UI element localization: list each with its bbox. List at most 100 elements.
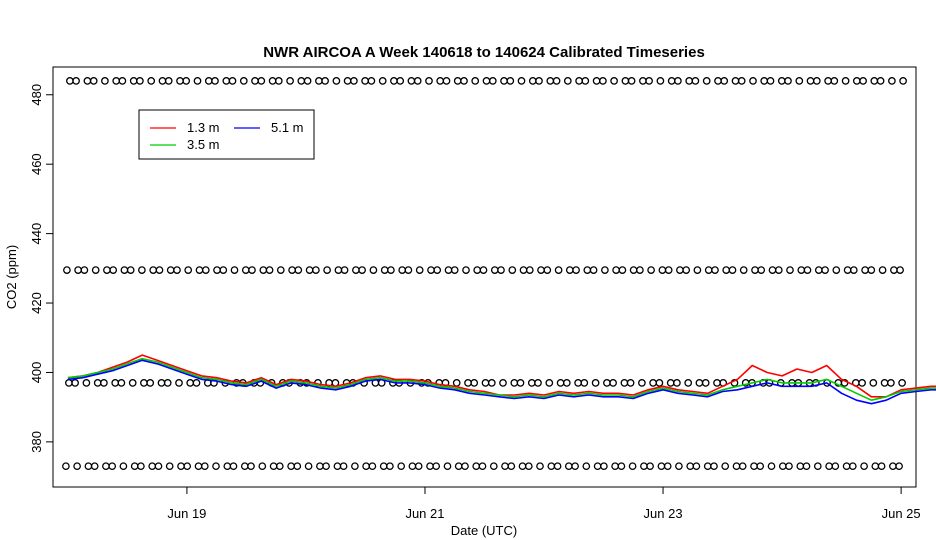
reference-point bbox=[888, 77, 896, 85]
reference-point bbox=[524, 462, 533, 471]
reference-point bbox=[82, 379, 91, 387]
reference-point bbox=[454, 462, 463, 471]
reference-point bbox=[350, 77, 358, 85]
reference-point bbox=[664, 266, 673, 274]
reference-point bbox=[786, 266, 794, 274]
y-tick-label: 400 bbox=[29, 362, 44, 384]
reference-point bbox=[213, 266, 221, 274]
reference-point bbox=[638, 379, 646, 387]
reference-point bbox=[649, 379, 657, 387]
x-axis-label: Date (UTC) bbox=[451, 523, 517, 538]
reference-point bbox=[229, 462, 238, 471]
reference-point bbox=[248, 266, 256, 274]
reference-point bbox=[832, 266, 841, 274]
reference-point bbox=[407, 77, 416, 85]
reference-point bbox=[841, 77, 850, 85]
reference-point bbox=[639, 77, 647, 85]
reference-point bbox=[111, 379, 120, 387]
reference-point bbox=[472, 462, 481, 471]
reference-point bbox=[574, 379, 582, 387]
reference-point bbox=[898, 379, 906, 387]
reference-point bbox=[192, 379, 201, 387]
reference-point bbox=[507, 462, 516, 471]
reference-point bbox=[200, 462, 209, 471]
reference-point bbox=[556, 379, 565, 387]
reference-point bbox=[821, 266, 829, 274]
reference-point bbox=[852, 77, 861, 85]
x-tick-label: Jun 19 bbox=[167, 506, 206, 521]
reference-point bbox=[547, 462, 556, 471]
reference-point bbox=[441, 379, 450, 387]
reference-point bbox=[589, 266, 598, 274]
reference-point bbox=[554, 266, 563, 274]
reference-point bbox=[536, 462, 544, 471]
reference-point bbox=[222, 77, 231, 85]
series-line-1-3-m bbox=[67, 354, 936, 398]
reference-point bbox=[537, 266, 545, 274]
reference-point bbox=[241, 266, 250, 274]
reference-point bbox=[130, 462, 139, 471]
reference-point bbox=[175, 379, 183, 387]
reference-point bbox=[118, 77, 127, 85]
reference-point bbox=[693, 266, 702, 274]
reference-point bbox=[645, 77, 653, 85]
reference-point bbox=[386, 462, 394, 471]
reference-point bbox=[183, 462, 192, 471]
reference-point bbox=[861, 266, 869, 274]
legend-label: 1.3 m bbox=[187, 120, 220, 135]
reference-point bbox=[340, 266, 349, 274]
reference-point bbox=[830, 77, 839, 85]
reference-point bbox=[663, 462, 672, 471]
reference-point bbox=[880, 379, 889, 387]
reference-point bbox=[667, 77, 676, 85]
reference-point bbox=[777, 77, 786, 85]
reference-point bbox=[367, 77, 376, 85]
reference-point bbox=[147, 77, 156, 85]
reference-point bbox=[519, 266, 528, 274]
reference-point bbox=[795, 77, 804, 85]
reference-point bbox=[666, 379, 675, 387]
series-lines bbox=[67, 354, 936, 405]
reference-point bbox=[316, 462, 324, 471]
reference-point bbox=[332, 77, 341, 85]
reference-point bbox=[814, 266, 823, 274]
reference-point bbox=[870, 77, 879, 85]
reference-point bbox=[603, 379, 611, 387]
reference-point bbox=[84, 462, 93, 471]
y-tick-label: 380 bbox=[29, 431, 44, 453]
reference-point bbox=[673, 379, 681, 387]
y-axis-label: CO2 (ppm) bbox=[4, 245, 19, 309]
reference-point bbox=[444, 266, 453, 274]
reference-point bbox=[768, 266, 777, 274]
reference-point bbox=[896, 266, 904, 274]
reference-point bbox=[518, 462, 527, 471]
reference-point bbox=[479, 266, 488, 274]
reference-point bbox=[378, 77, 387, 85]
reference-point bbox=[517, 77, 526, 85]
reference-point bbox=[797, 266, 806, 274]
reference-point bbox=[575, 77, 583, 85]
reference-point bbox=[890, 266, 898, 274]
reference-point bbox=[778, 462, 787, 471]
series-line-5-1-m bbox=[67, 359, 936, 405]
reference-point bbox=[425, 77, 433, 85]
reference-point bbox=[684, 379, 693, 387]
reference-point bbox=[695, 379, 704, 387]
reference-point bbox=[157, 379, 166, 387]
reference-point bbox=[629, 266, 638, 274]
reference-point bbox=[140, 379, 148, 387]
reference-point bbox=[527, 379, 536, 387]
reference-point bbox=[600, 462, 608, 471]
reference-point bbox=[582, 462, 591, 471]
reference-point bbox=[212, 462, 220, 471]
reference-point bbox=[427, 266, 435, 274]
reference-point bbox=[813, 462, 822, 471]
reference-point bbox=[101, 77, 109, 85]
y-tick-label: 440 bbox=[29, 223, 44, 245]
reference-point bbox=[601, 266, 609, 274]
reference-point bbox=[489, 462, 498, 471]
reference-point bbox=[849, 266, 858, 274]
legend-box bbox=[138, 109, 315, 160]
reference-point bbox=[352, 266, 360, 274]
reference-point bbox=[784, 77, 792, 85]
